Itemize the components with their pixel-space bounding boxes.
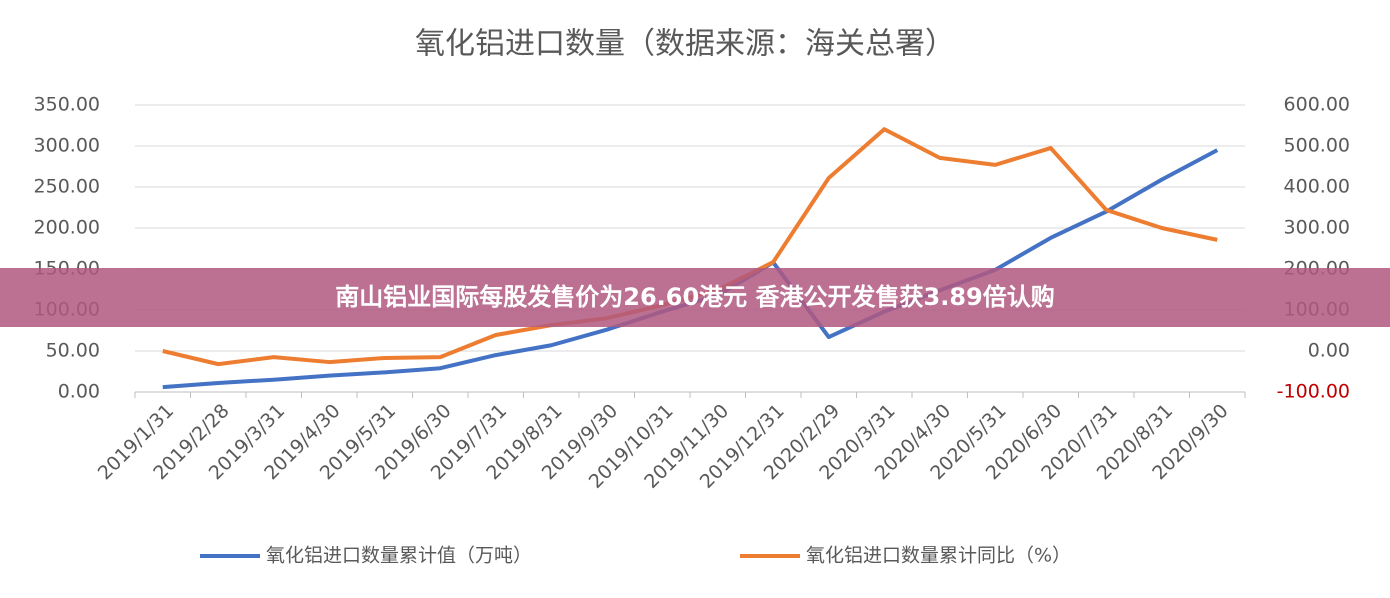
y-tick-label: 350.00 bbox=[34, 94, 100, 116]
y2-tick-label: 400.00 bbox=[1284, 176, 1350, 198]
banner bbox=[0, 268, 1390, 327]
y-tick-label: 0.00 bbox=[58, 381, 100, 403]
y2-tick-label: -100.00 bbox=[1277, 381, 1350, 403]
y-tick-label: 250.00 bbox=[34, 176, 100, 198]
series-line bbox=[162, 127, 1218, 367]
y2-tick-label: 300.00 bbox=[1284, 217, 1350, 239]
y2-tick-label: 600.00 bbox=[1284, 94, 1350, 116]
legend-label: 氧化铝进口数量累计同比（%） bbox=[806, 545, 1071, 567]
y2-tick-label: 0.00 bbox=[1308, 340, 1350, 362]
banner-text: 南山铝业国际每股发售价为26.60港元 香港公开发售获3.89倍认购 bbox=[335, 283, 1054, 311]
legend-label: 氧化铝进口数量累计值（万吨） bbox=[266, 545, 532, 567]
y-tick-label: 200.00 bbox=[34, 217, 100, 239]
chart-title: 氧化铝进口数量（数据来源：海关总署） bbox=[415, 27, 955, 62]
y2-tick-label: 500.00 bbox=[1284, 135, 1350, 157]
y-tick-label: 300.00 bbox=[34, 135, 100, 157]
y-tick-label: 50.00 bbox=[46, 340, 100, 362]
